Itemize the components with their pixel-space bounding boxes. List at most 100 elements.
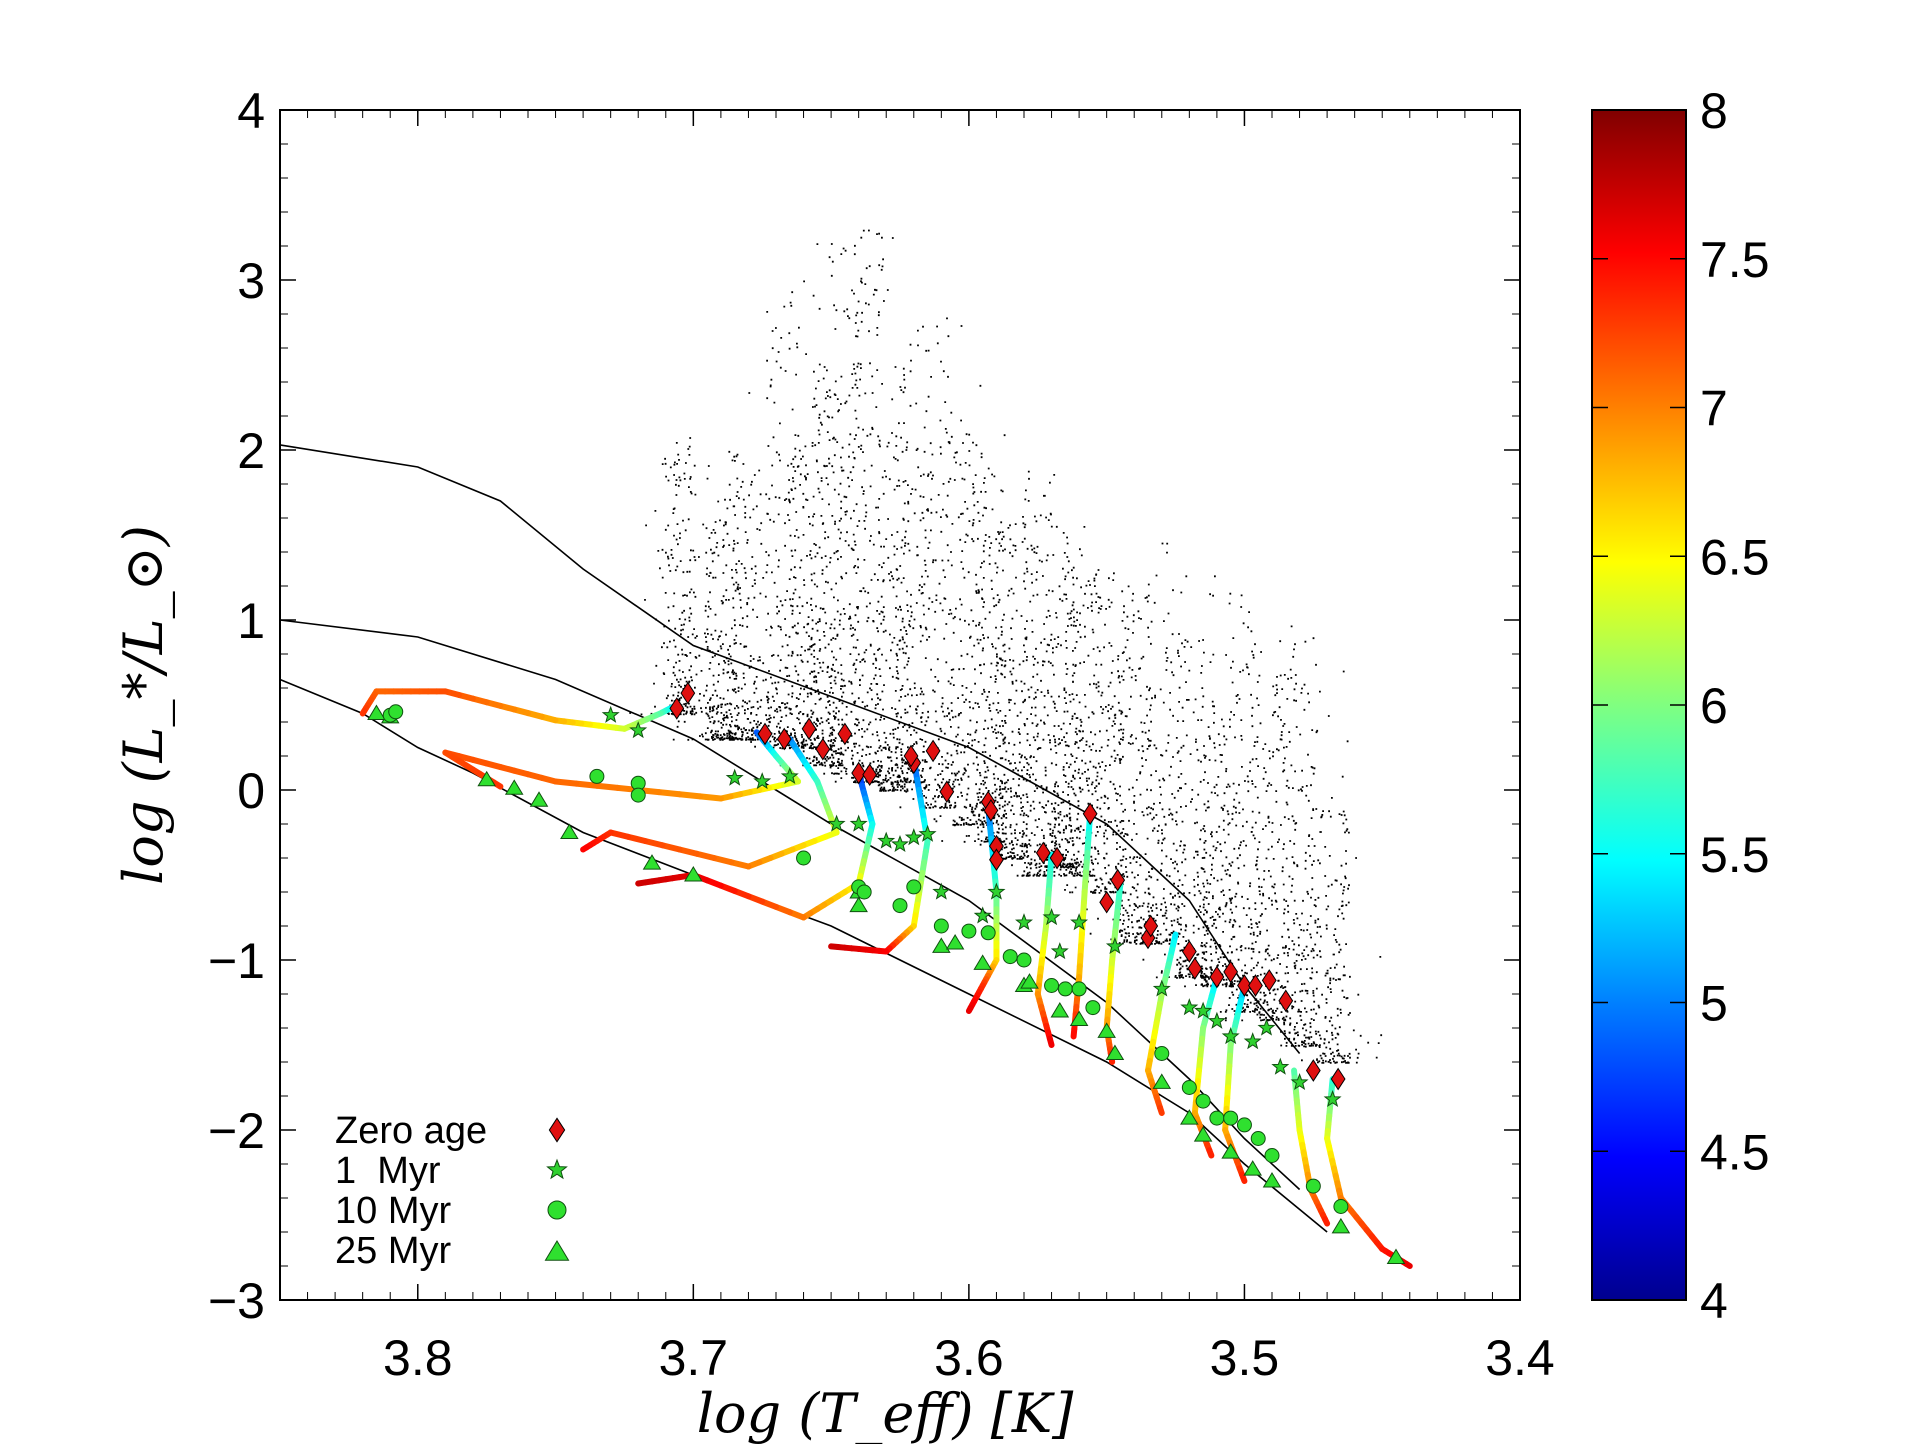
legend-25-myr-triangle [544,1240,570,1261]
marker-10-myr [1250,1131,1266,1146]
marker-10-myr [1209,1110,1225,1126]
legend-label-10-myr: 10 Myr [335,1190,451,1232]
legend-10-myr-circle [547,1200,567,1220]
marker-25-myr [1020,973,1039,989]
x-tick-label: 3.7 [659,1330,729,1386]
legend-markers [544,1117,570,1261]
marker-10-myr [1195,1093,1211,1109]
marker-10-myr [1333,1199,1349,1214]
marker-1-myr [1221,1027,1240,1045]
marker-25-myr [504,779,524,795]
marker-zero-age [1035,841,1051,865]
marker-zero-age [983,799,999,822]
x-tick-label: 3.6 [934,1330,1004,1386]
marker-10-myr [589,768,605,784]
marker-zero-age [1181,940,1197,963]
marker-1-myr [753,772,772,790]
marker-10-myr [933,918,949,934]
y-tick-label: −2 [208,1103,265,1159]
marker-zero-age [1209,965,1225,989]
x-axis-title: log (T_eff) [K] [697,1382,1074,1444]
marker-25-myr [932,937,951,953]
track-T12-segment [1239,1171,1248,1184]
marker-1-myr [1152,979,1171,997]
y-tick-label: 0 [237,763,265,819]
marker-1-myr [1180,998,1199,1016]
track-T8-segment [1070,1026,1078,1040]
colorbar-tick-label: 7 [1700,381,1728,437]
marker-25-myr [1105,1044,1125,1060]
marker-10-myr [961,923,977,939]
marker-1-myr [891,834,909,853]
observed-stars-cloud [629,229,1383,1064]
marker-zero-age [776,727,792,751]
marker-zero-age [801,717,817,741]
marker-1-myr [1207,1011,1226,1029]
x-tick-label: 3.4 [1485,1330,1555,1386]
colorbar-tick-label: 8 [1700,83,1728,139]
marker-zero-age [1187,957,1203,980]
marker-1-myr [987,882,1006,900]
track-T13-segment [1322,1216,1331,1227]
colorbar-tick-label: 7.5 [1700,232,1770,288]
track-T14-segment [1403,1260,1413,1269]
marker-10-myr [1085,1000,1101,1016]
colorbar-ticks [1592,109,1686,1301]
marker-zero-age [1143,914,1159,938]
legend-1-myr-star [546,1158,568,1180]
colorbar-tick-label: 4.5 [1700,1124,1770,1180]
marker-zero-age [837,722,853,746]
track-T3-segment [580,844,590,853]
x-tick-labels: 3.8 3.7 3.6 3.5 3.4 [383,1330,1555,1386]
plot-frame [279,109,1521,1301]
marker-zero-age [925,739,941,763]
marker-1-myr [1050,942,1069,960]
marker-25-myr [684,866,703,882]
marker-1-myr [1105,936,1124,955]
marker-1-myr [849,814,868,832]
legend: Zero age 1 Myr 10 Myr 25 Myr [335,1110,570,1272]
marker-25-myr [1262,1172,1282,1188]
marker-zero-age [680,681,696,705]
marker-25-myr [945,934,965,950]
marker-zero-age [1305,1059,1321,1082]
marker-1-myr [877,831,896,849]
marker-zero-age [1223,960,1239,984]
marker-25-myr [1193,1126,1213,1142]
legend-label-zero-age: Zero age [335,1110,487,1152]
marker-zero-age [862,763,878,787]
marker-zero-age [1049,846,1065,870]
marker-zero-age [903,744,919,768]
y-tick-label: 3 [237,253,265,309]
marker-zero-age [1330,1067,1346,1091]
x-tick-label: 3.5 [1210,1330,1280,1386]
track-T6-segment [965,1004,974,1014]
marker-zero-age [939,780,955,804]
marker-10-myr [1057,981,1073,997]
marker-10-myr [892,898,908,914]
marker-1-myr [904,828,923,846]
colorbar-tick-label: 5 [1700,976,1728,1032]
marker-zero-age [757,722,773,746]
marker-25-myr [560,823,579,839]
marker-25-myr [1152,1073,1172,1089]
marker-10-myr [1236,1117,1252,1133]
track-T2-segment [552,778,580,787]
marker-10-myr [388,704,404,720]
marker-1-myr [601,705,620,723]
marker-10-myr [1044,978,1060,993]
marker-10-myr [1002,949,1018,965]
y-tick-label: 4 [237,83,265,139]
track-T2-segment [593,782,621,791]
marker-10-myr [1154,1046,1170,1061]
colorbar-tick-label: 6.5 [1700,529,1770,585]
marker-25-myr [367,704,386,720]
track-T5-segment [828,943,841,951]
age-markers [367,681,1406,1264]
track-T2-segment [676,791,704,800]
colorbar: 8 7.5 7 6.5 6 5.5 5 4.5 4 [1591,83,1770,1329]
marker-zero-age [1248,974,1263,997]
marker-1-myr [1257,1018,1276,1036]
marker-10-myr [1305,1178,1321,1194]
